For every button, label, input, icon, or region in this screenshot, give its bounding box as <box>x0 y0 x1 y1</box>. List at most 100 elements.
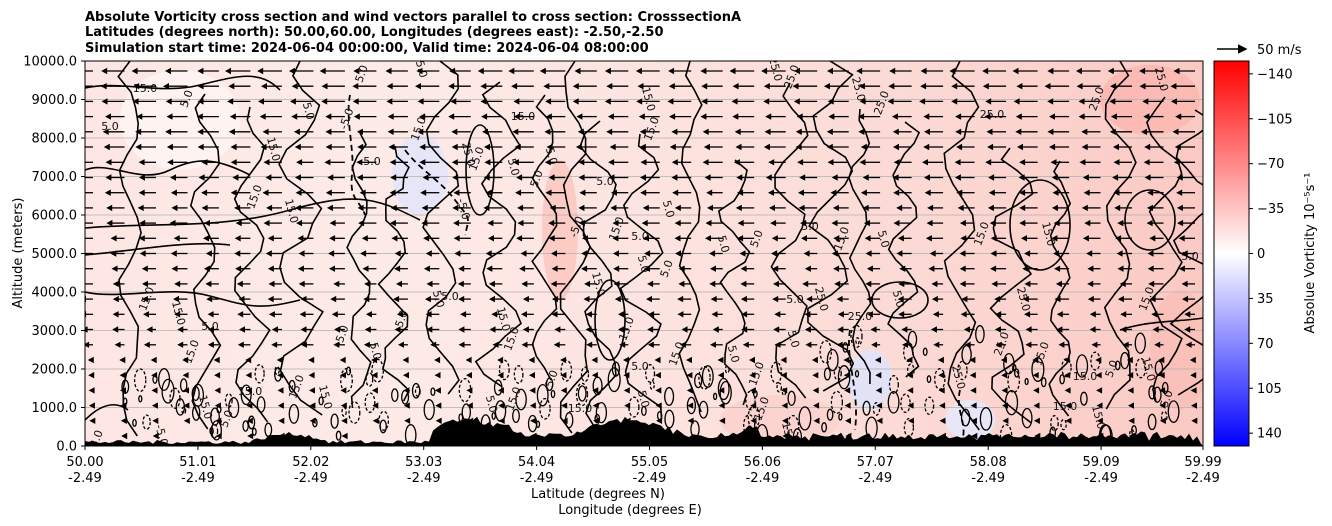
wind-vector-head <box>300 326 307 333</box>
wind-vector-head <box>739 250 746 257</box>
wind-vector <box>521 341 534 348</box>
wind-vector-head <box>426 280 433 288</box>
wind-vector-head <box>591 356 598 364</box>
wind-vector-head <box>919 98 926 105</box>
contour-clutter <box>1040 377 1047 388</box>
wind-vector-head <box>1115 235 1122 242</box>
contour-clutter <box>745 390 756 411</box>
wind-vector <box>860 189 881 196</box>
wind-vector <box>266 204 282 212</box>
wind-vector <box>893 189 912 196</box>
contour-clutter <box>209 427 214 435</box>
wind-vector <box>813 402 820 409</box>
wind-vector <box>85 222 93 224</box>
wind-vector-head <box>578 174 585 181</box>
wind-vector-head <box>1050 159 1057 166</box>
wind-vector-head <box>922 159 928 166</box>
wind-vector-head <box>403 387 410 394</box>
wind-vector <box>423 265 440 272</box>
wind-vector-head <box>647 326 654 333</box>
wind-vector <box>1082 235 1101 242</box>
wind-vector-head <box>131 67 138 75</box>
wind-vector <box>387 128 408 135</box>
wind-vector-head <box>390 174 397 181</box>
wind-vector <box>294 204 314 212</box>
wind-vector-head <box>521 280 528 288</box>
wind-vector-head <box>1148 280 1155 288</box>
wind-vector <box>331 311 345 318</box>
wind-vector <box>606 83 629 90</box>
wind-vector-head <box>876 402 883 409</box>
wind-vector-head <box>1096 402 1103 409</box>
wind-vector <box>740 280 755 288</box>
wind-vector <box>964 341 975 348</box>
wind-vector <box>265 250 282 257</box>
wind-vector <box>875 387 882 394</box>
wind-vector-head <box>833 265 840 272</box>
wind-vector <box>263 159 282 166</box>
wind-vector <box>340 387 347 394</box>
wind-vector-head <box>389 219 396 227</box>
wind-vector <box>138 235 156 242</box>
wind-vector-head <box>671 174 678 181</box>
wind-vector-head <box>1015 128 1022 135</box>
wind-vector <box>740 265 755 272</box>
wind-vector <box>898 280 912 288</box>
wind-vector-head <box>971 432 978 440</box>
wind-vector <box>831 174 849 181</box>
wind-vector-head <box>1128 402 1134 409</box>
wind-vector <box>197 83 219 90</box>
wind-vector-head <box>417 98 424 105</box>
wind-vector-head <box>423 235 430 242</box>
wind-vector <box>577 128 597 135</box>
wind-vector <box>1096 402 1103 409</box>
wind-vector-head <box>773 326 780 333</box>
wind-vector-head <box>215 417 222 424</box>
wind-vector-head <box>951 83 958 90</box>
wind-vector <box>938 387 945 394</box>
wind-vector-head <box>902 341 908 348</box>
wind-vector-head <box>803 250 810 257</box>
wind-vector-head <box>236 280 243 288</box>
wind-vector-head <box>166 113 173 120</box>
wind-vector-head <box>173 295 179 303</box>
wind-vector-head <box>142 280 148 288</box>
wind-vector-head <box>296 159 303 166</box>
wind-vector-head <box>586 341 593 348</box>
wind-vector-head <box>246 417 253 424</box>
wind-vector-head <box>750 402 757 409</box>
wind-vector <box>454 250 471 257</box>
wind-vector-head <box>1120 311 1127 318</box>
wind-vector <box>480 98 503 105</box>
wind-vector <box>987 143 1007 151</box>
wind-vector <box>638 113 660 120</box>
wind-vector-head <box>928 265 935 272</box>
wind-vector <box>677 311 692 318</box>
contour-clutter <box>1014 368 1020 378</box>
wind-vector <box>363 341 377 348</box>
contour-clutter <box>823 367 831 381</box>
wind-vector <box>1081 128 1101 135</box>
wind-vector <box>514 143 534 151</box>
wind-vector <box>110 235 125 242</box>
wind-vector <box>245 372 252 379</box>
x-tick-label-lat: 52.02 <box>292 455 329 470</box>
wind-vector <box>1173 67 1195 75</box>
wind-vector-head <box>234 204 241 212</box>
x-axis-label-lon: Longitude (degrees E) <box>558 503 702 518</box>
wind-vector <box>207 311 219 318</box>
wind-vector <box>951 83 975 90</box>
wind-vector <box>460 311 471 318</box>
wind-vector-head <box>672 189 679 196</box>
wind-vector-head <box>520 250 527 257</box>
wind-vector-head <box>333 341 340 348</box>
wind-vector <box>372 402 379 409</box>
wind-vector-head <box>143 341 150 348</box>
wind-vector <box>136 113 156 120</box>
wind-vector <box>485 250 503 257</box>
wind-vector-head <box>955 128 962 135</box>
wind-vector <box>453 189 471 196</box>
wind-vector-head <box>604 98 611 105</box>
wind-vector <box>268 280 282 288</box>
